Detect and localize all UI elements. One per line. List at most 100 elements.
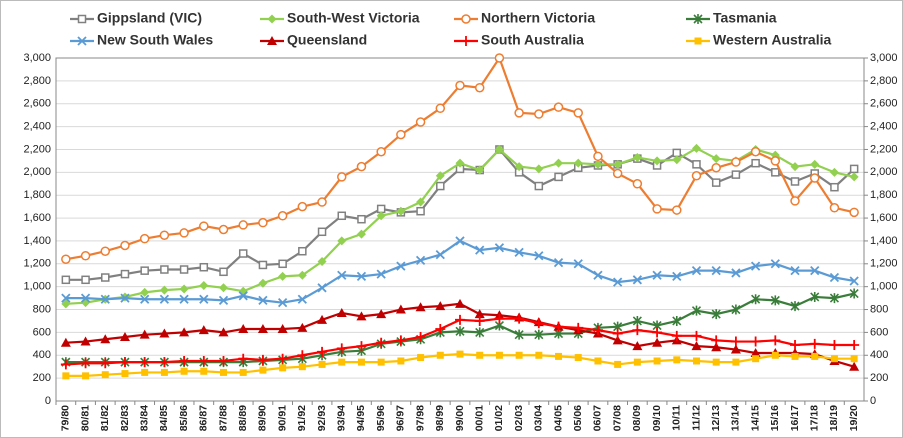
x-tick-label: 89/90 [257,405,269,431]
marker [376,309,387,319]
x-tick-label: 12/13 [710,405,722,431]
marker [534,251,544,261]
marker [770,335,781,346]
marker [376,147,386,157]
marker [692,160,701,169]
marker [731,157,741,167]
x-tick-label: 97/98 [414,405,426,431]
legend-marker [693,14,703,24]
marker [810,266,820,276]
marker [356,271,367,282]
marker [80,336,91,346]
marker [277,323,288,333]
x-tick-label: 16/17 [789,405,801,431]
marker [179,228,189,238]
marker [494,243,505,253]
marker [415,117,426,127]
marker [790,196,800,206]
y2-tick-label: 2,400 [870,121,898,133]
y2-tick-label: 400 [870,349,888,361]
marker [199,294,209,304]
marker [140,287,150,297]
marker [160,368,168,376]
marker [554,172,563,182]
marker [119,357,130,368]
x-tick-label: 83/84 [138,405,150,431]
marker [673,356,681,364]
marker [476,351,484,359]
marker [120,240,130,251]
legend-label: Tasmania [713,10,777,26]
legend-label: New South Wales [97,32,213,48]
x-tick-label: 11/12 [690,405,702,431]
y-tick-label: 800 [33,303,51,315]
marker [594,357,602,365]
marker [258,260,268,270]
y2-tick-label: 2,800 [870,75,898,87]
marker [534,164,544,174]
marker [101,371,109,379]
marker [632,341,643,351]
marker [121,370,129,378]
marker [830,182,839,192]
marker [771,168,780,177]
marker [811,352,819,360]
marker [218,224,229,235]
y-tick-label: 200 [33,372,51,384]
marker [101,273,110,282]
marker [377,358,385,366]
marker [455,236,465,246]
x-tick-label: 82/83 [119,405,131,431]
marker [731,268,741,278]
marker [199,281,209,291]
marker [258,278,268,288]
marker [297,201,308,212]
x-tick-label: 01/02 [493,405,505,431]
marker [495,351,503,359]
marker [278,271,288,281]
x-tick-label: 08/09 [631,405,643,431]
marker [613,159,623,169]
x-tick-label: 95/96 [375,405,387,431]
marker [338,358,346,366]
marker [356,161,367,172]
legend-marker [461,14,471,24]
marker [712,358,720,366]
marker [160,265,169,274]
marker [220,368,228,376]
x-tick-label: 79/80 [60,405,72,431]
marker [474,82,485,93]
y2-tick-label: 2,000 [870,166,898,178]
marker [691,305,702,316]
marker [159,285,169,295]
x-tick-label: 81/82 [99,405,111,431]
marker [849,276,859,286]
marker [81,275,90,285]
marker [179,327,190,337]
marker [278,259,287,269]
y2-tick-label: 0 [870,395,876,407]
y2-tick-label: 1,600 [870,212,898,224]
marker [672,205,682,215]
y-tick-label: 1,600 [23,212,51,224]
marker [60,337,71,347]
x-tick-label: 14/15 [749,405,761,431]
marker [337,236,347,246]
legend-marker [267,36,277,45]
marker [593,159,603,169]
marker [219,267,228,277]
marker [475,165,485,175]
marker [691,143,701,153]
marker [535,351,543,359]
marker [494,144,504,154]
marker [435,250,445,260]
x-tick-label: 86/87 [198,405,210,431]
marker [317,257,327,267]
marker [514,313,525,324]
marker [731,304,741,315]
legend-label: Gippsland (VIC) [97,10,202,26]
marker [652,327,663,338]
marker [692,357,700,365]
marker [435,103,446,114]
